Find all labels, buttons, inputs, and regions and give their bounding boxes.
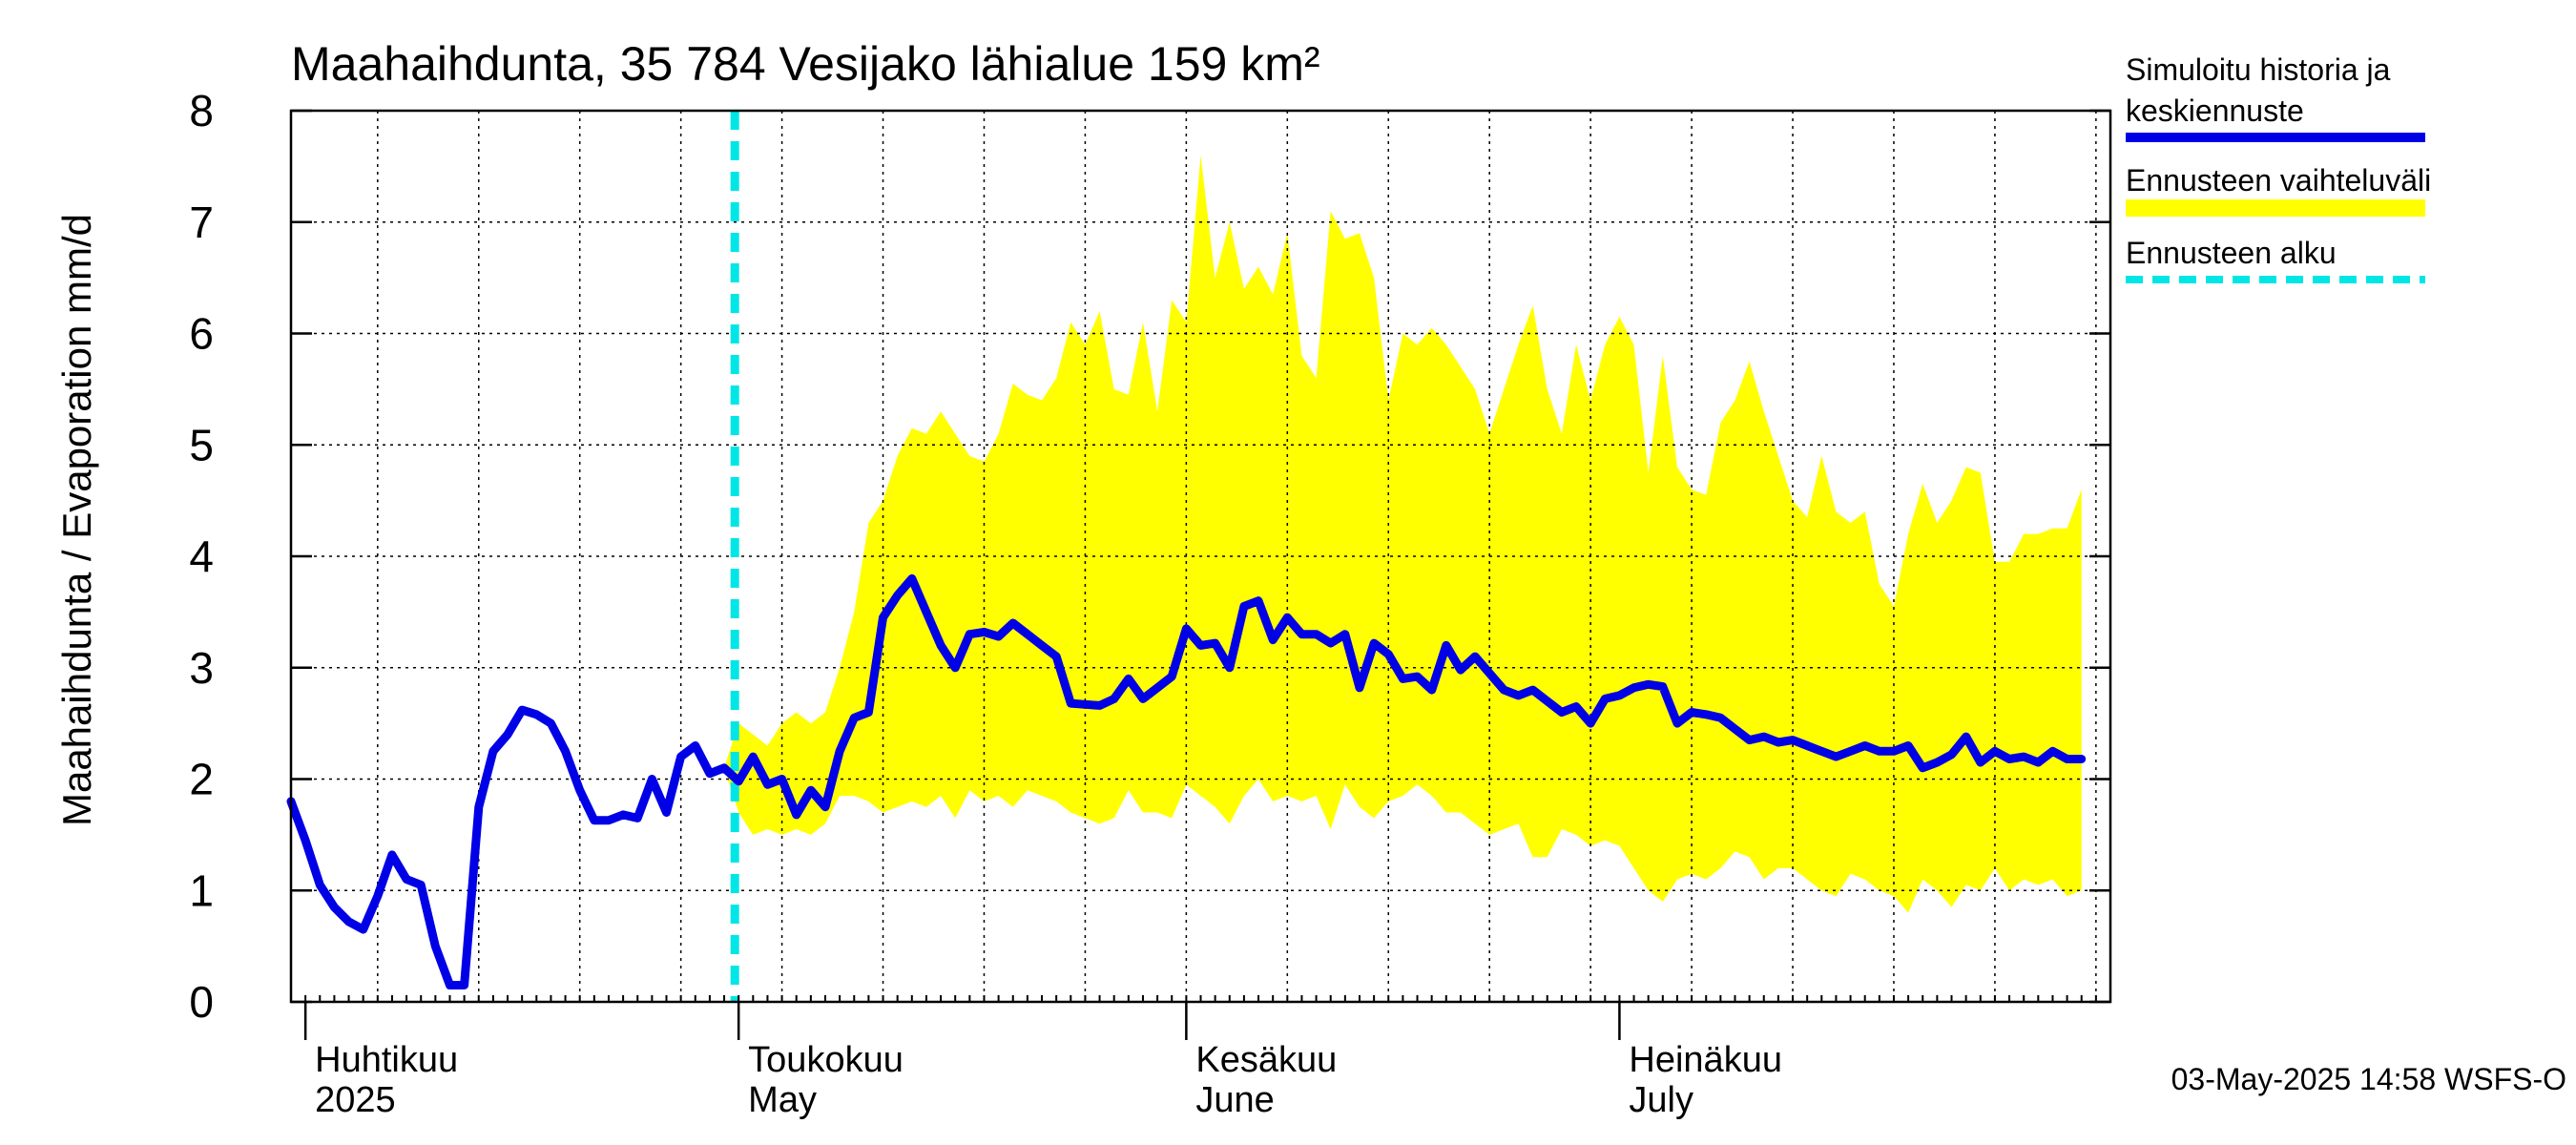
y-tick-label: 7 bbox=[189, 198, 214, 247]
legend-label-series-line1: Simuloitu historia ja bbox=[2126, 52, 2391, 87]
footer-timestamp: 03-May-2025 14:58 WSFS-O bbox=[2171, 1062, 2566, 1096]
series-line-0 bbox=[286, 573, 2087, 989]
y-tick-label: 5 bbox=[189, 420, 214, 469]
legend: Simuloitu historia ja keskiennuste Ennus… bbox=[2126, 52, 2431, 283]
y-tick-label: 0 bbox=[189, 977, 214, 1027]
month-label-en: 2025 bbox=[315, 1080, 396, 1120]
y-tick-label: 4 bbox=[189, 531, 214, 581]
legend-label-range: Ennusteen vaihteluväli bbox=[2126, 163, 2431, 198]
forecast-range-layer bbox=[724, 155, 2082, 913]
month-label-fi: Kesäkuu bbox=[1195, 1040, 1337, 1080]
axis-layer: 012345678Huhtikuu2025ToukokuuMayKesäkuuJ… bbox=[189, 86, 2112, 1120]
month-label-fi: Heinäkuu bbox=[1629, 1040, 1782, 1080]
month-label-en: June bbox=[1195, 1080, 1274, 1120]
legend-label-series-line2: keskiennuste bbox=[2126, 94, 2304, 128]
chart-title: Maahaihdunta, 35 784 Vesijako lähialue 1… bbox=[291, 37, 1320, 91]
forecast-range-band bbox=[724, 155, 2082, 913]
month-label-en: July bbox=[1629, 1080, 1693, 1120]
y-tick-label: 2 bbox=[189, 755, 214, 804]
month-label-fi: Huhtikuu bbox=[315, 1040, 458, 1080]
month-label-fi: Toukokuu bbox=[748, 1040, 904, 1080]
legend-label-forecast-start: Ennusteen alku bbox=[2126, 236, 2337, 270]
month-label-en: May bbox=[748, 1080, 817, 1120]
y-tick-label: 3 bbox=[189, 643, 214, 693]
y-tick-label: 1 bbox=[189, 865, 214, 915]
y-tick-label: 6 bbox=[189, 309, 214, 359]
y-axis-label: Maahaihdunta / Evaporation mm/d bbox=[54, 214, 99, 826]
y-tick-label: 8 bbox=[189, 86, 214, 135]
series-layer bbox=[286, 111, 2087, 1002]
